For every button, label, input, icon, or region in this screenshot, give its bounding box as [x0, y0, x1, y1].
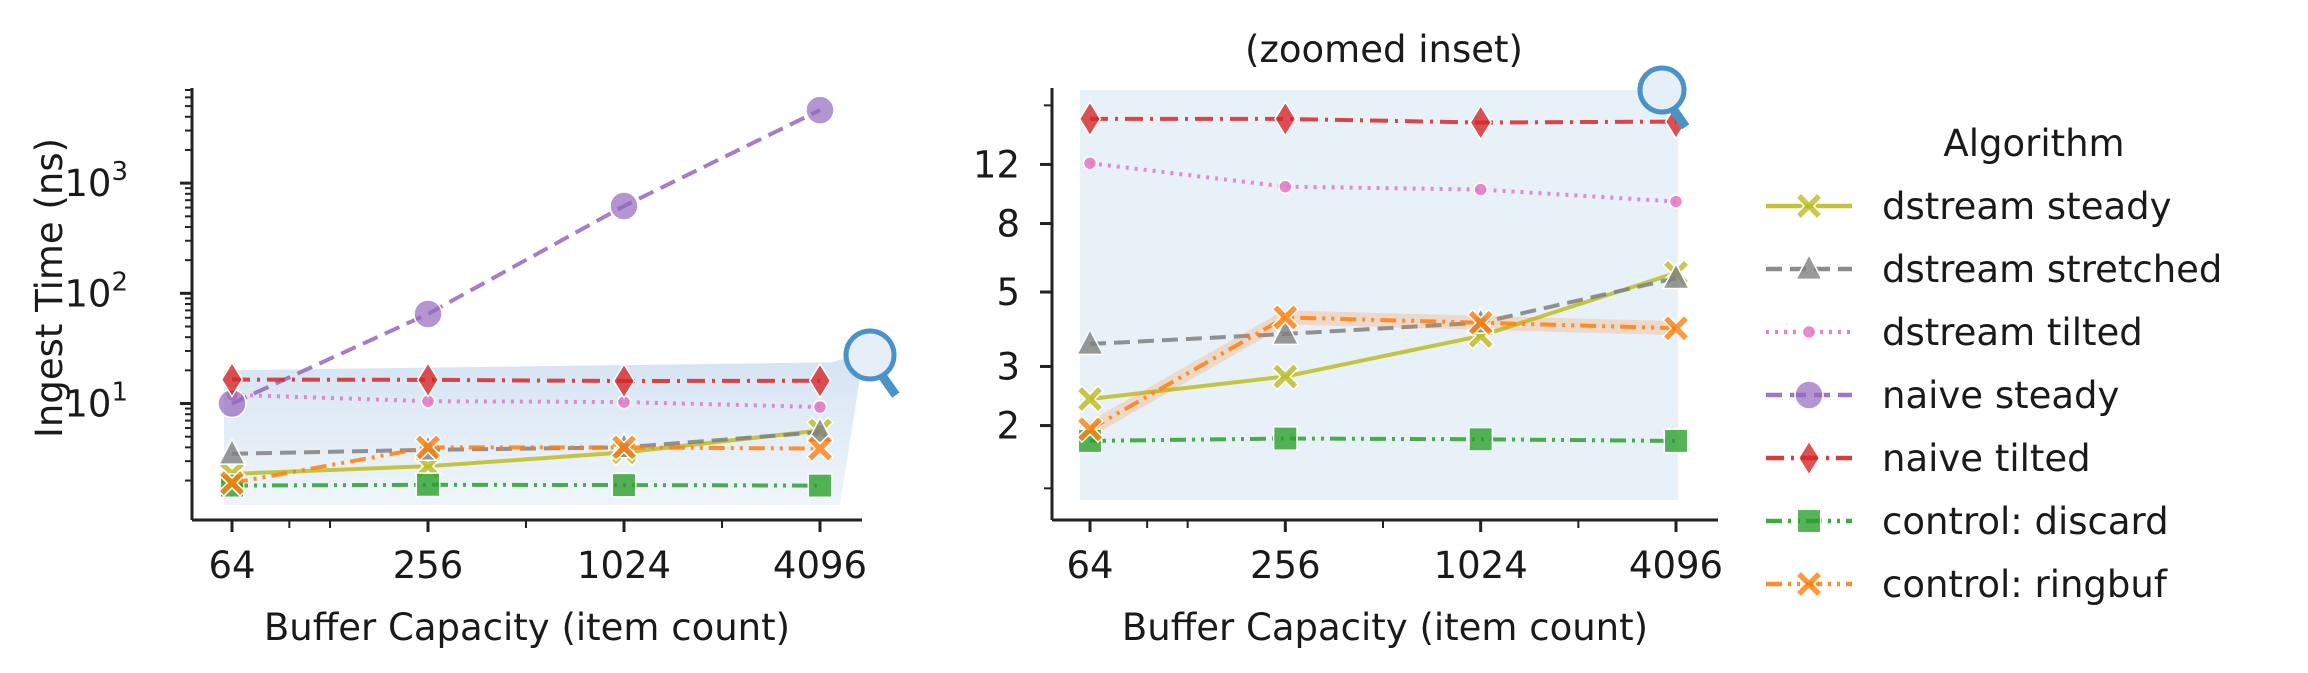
data-point: [1075, 415, 1105, 444]
data-point: [1271, 303, 1300, 332]
x-tick-label: 4096: [1629, 544, 1723, 587]
x-tick-label: 1024: [577, 544, 671, 587]
data-point: [808, 362, 832, 400]
right-x-axis-label: Buffer Capacity (item count): [1122, 606, 1648, 649]
data-point: [1668, 194, 1684, 209]
data-point: [413, 299, 443, 329]
data-point: [611, 472, 637, 498]
data-point: [1468, 426, 1494, 452]
legend-entry: control: discard: [1766, 500, 2169, 543]
legend-label: control: discard: [1882, 500, 2169, 543]
data-point: [1661, 262, 1691, 290]
data-point: [1272, 426, 1298, 451]
series-control-ringbuf: [1075, 303, 1691, 444]
right-series: [1075, 100, 1691, 454]
legend-label: control: ringbuf: [1882, 563, 2168, 606]
y-tick-label: 2: [996, 405, 1020, 448]
series-control-ringbuf: [217, 433, 835, 498]
x-tick-label: 1024: [1434, 544, 1528, 587]
legend-label: naive tilted: [1882, 437, 2091, 480]
series-dstream-steady: [1075, 258, 1691, 414]
legend-label: naive steady: [1882, 374, 2119, 417]
legend-label: dstream steady: [1882, 185, 2172, 228]
series-dstream-tilted: [1082, 155, 1684, 209]
right-panel: 2 3 5 8 12 64 256 1024 4096 (zoomed inset) Buff…: [973, 28, 1723, 649]
data-point: [609, 191, 639, 221]
data-point: [612, 362, 636, 400]
x-tick-label: 64: [208, 544, 255, 587]
y-tick-label: 102: [64, 267, 128, 315]
left-y-axis-label: Ingest Time (ns): [28, 138, 71, 438]
legend-marker: [1801, 324, 1817, 340]
legend-label: dstream stretched: [1882, 248, 2222, 291]
y-tick-label: 103: [64, 157, 128, 205]
data-point: [1075, 328, 1105, 356]
zoom-background: [1080, 90, 1678, 500]
legend-marker: [1794, 380, 1824, 410]
x-tick-label: 256: [1250, 544, 1321, 587]
data-point: [416, 361, 440, 399]
right-title: (zoomed inset): [1245, 28, 1523, 71]
data-point: [807, 473, 833, 499]
data-point: [609, 433, 639, 462]
legend-entry: dstream stretched: [1766, 248, 2222, 291]
data-point: [415, 472, 441, 498]
data-point: [1271, 318, 1300, 346]
data-point: [1278, 179, 1293, 194]
x-tick-label: 4096: [773, 544, 867, 587]
data-point: [1078, 100, 1102, 138]
right-y-ticks: 2 3 5 8 12: [973, 104, 1052, 490]
series-naive-steady: [217, 95, 835, 419]
right-x-ticks: 64 256 1024 4096: [1066, 520, 1723, 587]
y-tick-label: 101: [64, 378, 128, 426]
zoom-region-shade: [224, 352, 864, 505]
left-x-axis-label: Buffer Capacity (item count): [264, 606, 790, 649]
legend-marker: [1794, 191, 1824, 221]
legend-entry: control: ringbuf: [1766, 563, 2168, 606]
legend-entry: dstream steady: [1766, 185, 2172, 228]
y-tick-label: 8: [996, 203, 1020, 246]
y-tick-label: 12: [973, 143, 1020, 186]
data-point: [220, 361, 244, 398]
data-point: [1274, 100, 1297, 138]
legend-marker: [1797, 439, 1821, 477]
magnifier-icon[interactable]: [1637, 65, 1690, 130]
data-point: [413, 433, 443, 462]
y-tick-label: 3: [996, 345, 1020, 388]
legend-marker: [1794, 569, 1824, 599]
y-tick-label: 5: [996, 271, 1020, 314]
data-point: [217, 437, 247, 465]
left-x-ticks: 64 256 1024 4096: [208, 520, 867, 587]
legend-entry: dstream tilted: [1766, 311, 2143, 354]
legend-label: dstream tilted: [1882, 311, 2143, 354]
left-panel: 101 102 103 64 256 1024 4096 Buffer Capacity …: [28, 88, 900, 649]
magnifier-icon[interactable]: [843, 328, 900, 398]
data-point: [812, 399, 828, 415]
legend-marker: [1794, 253, 1824, 281]
data-point: [1469, 104, 1492, 141]
data-point: [805, 434, 835, 463]
legend: Algorithm dstream steady dstream stretche…: [1766, 122, 2222, 606]
zoom-region: [224, 352, 864, 505]
x-tick-label: 256: [393, 544, 464, 587]
left-y-ticks: 101 102 103: [64, 89, 192, 482]
legend-entry: naive steady: [1766, 374, 2119, 417]
data-point: [805, 95, 835, 125]
data-point: [217, 468, 247, 498]
legend-entry: naive tilted: [1766, 437, 2091, 480]
data-point: [1473, 182, 1488, 197]
data-point: [1082, 155, 1098, 171]
legend-marker: [1796, 508, 1822, 534]
data-point: [1466, 308, 1495, 337]
data-point: [1271, 362, 1300, 391]
data-point: [1663, 428, 1689, 454]
series-naive-tilted: [220, 361, 832, 400]
data-point: [1075, 384, 1105, 414]
data-point: [1661, 314, 1691, 343]
x-tick-label: 64: [1066, 544, 1113, 587]
legend-title: Algorithm: [1943, 122, 2124, 165]
left-series: [217, 95, 835, 499]
